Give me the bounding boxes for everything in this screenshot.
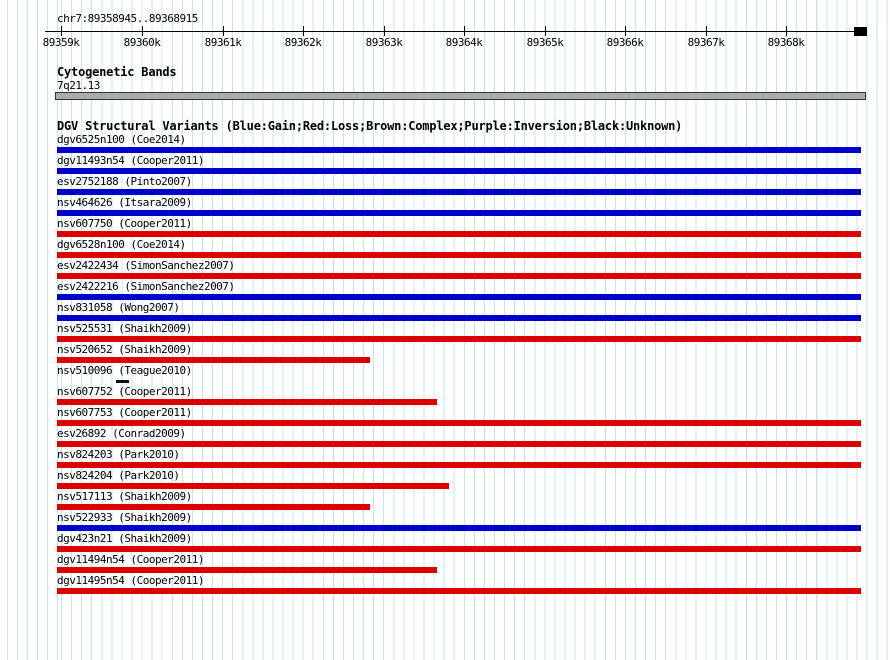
ruler-tick-label: 89366k	[606, 36, 644, 49]
ruler-tick	[384, 26, 385, 36]
variant-label[interactable]: nsv824204 (Park2010)	[57, 469, 180, 482]
variant-track-row: nsv525531 (Shaikh2009)	[0, 323, 890, 344]
variant-bar-loss[interactable]	[57, 357, 370, 363]
variant-label[interactable]: nsv831058 (Wong2007)	[57, 301, 180, 314]
variant-bar-gain[interactable]	[57, 525, 861, 531]
variant-track-row: nsv607753 (Cooper2011)	[0, 407, 890, 428]
ruler-tick-label: 89361k	[204, 36, 242, 49]
variant-bar-gain[interactable]	[57, 147, 861, 153]
variant-label[interactable]: nsv607750 (Cooper2011)	[57, 217, 192, 230]
variant-bar-loss[interactable]	[57, 462, 861, 468]
variant-label[interactable]: nsv824203 (Park2010)	[57, 448, 180, 461]
ruler-tick	[464, 26, 465, 36]
variant-track-row: nsv824204 (Park2010)	[0, 470, 890, 491]
ruler-tick-label: 89363k	[365, 36, 403, 49]
region-label: chr7:89358945..89368915	[57, 12, 198, 25]
variant-label[interactable]: esv2422434 (SimonSanchez2007)	[57, 259, 235, 272]
variant-bar-loss[interactable]	[57, 567, 437, 573]
variant-track-row: dgv11495n54 (Cooper2011)	[0, 575, 890, 596]
variant-track-row: nsv824203 (Park2010)	[0, 449, 890, 470]
ruler-tick-label: 89362k	[284, 36, 322, 49]
variant-label[interactable]: dgv423n21 (Shaikh2009)	[57, 532, 192, 545]
variant-label[interactable]: nsv517113 (Shaikh2009)	[57, 490, 192, 503]
ruler-tick	[223, 26, 224, 36]
ruler-tick-label: 89359k	[42, 36, 80, 49]
variant-bar-gain[interactable]	[57, 189, 861, 195]
variant-label[interactable]: nsv607752 (Cooper2011)	[57, 385, 192, 398]
variant-track-row: esv2752188 (Pinto2007)	[0, 176, 890, 197]
ruler-tick-label: 89364k	[445, 36, 483, 49]
variant-label[interactable]: esv2752188 (Pinto2007)	[57, 175, 192, 188]
ruler-tick	[786, 26, 787, 36]
ruler-tick	[706, 26, 707, 36]
variant-bar-gain[interactable]	[57, 168, 861, 174]
variant-track-row: nsv517113 (Shaikh2009)	[0, 491, 890, 512]
cytoband-bar[interactable]	[55, 92, 866, 100]
variant-bar-gain[interactable]	[57, 210, 861, 216]
variant-label[interactable]: dgv11495n54 (Cooper2011)	[57, 574, 204, 587]
variant-bar-loss[interactable]	[57, 399, 437, 405]
variant-bar-loss[interactable]	[57, 504, 370, 510]
variant-track-row: nsv464626 (Itsara2009)	[0, 197, 890, 218]
dgv-track-title: DGV Structural Variants (Blue:Gain;Red:L…	[57, 119, 683, 133]
variant-bar-gain[interactable]	[57, 294, 861, 300]
ruler-tick	[545, 26, 546, 36]
variant-track-row: esv2422434 (SimonSanchez2007)	[0, 260, 890, 281]
variant-label[interactable]: dgv11494n54 (Cooper2011)	[57, 553, 204, 566]
variant-label[interactable]: nsv464626 (Itsara2009)	[57, 196, 192, 209]
ruler-tick	[303, 26, 304, 36]
variant-bar-loss[interactable]	[57, 546, 861, 552]
ruler-end-marker	[854, 27, 867, 36]
variant-bar-loss[interactable]	[57, 273, 861, 279]
ruler-tick-label: 89368k	[767, 36, 805, 49]
variant-track-row: nsv607752 (Cooper2011)	[0, 386, 890, 407]
variant-track-row: nsv520652 (Shaikh2009)	[0, 344, 890, 365]
variant-label[interactable]: nsv510096 (Teague2010)	[57, 364, 192, 377]
ruler-line	[45, 31, 866, 32]
variant-bar-loss[interactable]	[57, 420, 861, 426]
variant-label[interactable]: esv26892 (Conrad2009)	[57, 427, 186, 440]
variant-label[interactable]: nsv522933 (Shaikh2009)	[57, 511, 192, 524]
variant-track-row: nsv522933 (Shaikh2009)	[0, 512, 890, 533]
ruler-tick	[625, 26, 626, 36]
cytoband-track-title: Cytogenetic Bands	[57, 65, 177, 79]
variant-track-row: esv26892 (Conrad2009)	[0, 428, 890, 449]
ruler-tick-label: 89360k	[123, 36, 161, 49]
ruler-tick-label: 89367k	[687, 36, 725, 49]
variant-label[interactable]: dgv11493n54 (Cooper2011)	[57, 154, 204, 167]
variant-bar-loss[interactable]	[57, 336, 861, 342]
variant-bar-loss[interactable]	[57, 588, 861, 594]
variant-track-row: dgv11493n54 (Cooper2011)	[0, 155, 890, 176]
variant-label[interactable]: esv2422216 (SimonSanchez2007)	[57, 280, 235, 293]
variant-track-row: dgv6525n100 (Coe2014)	[0, 134, 890, 155]
variant-bar-loss[interactable]	[57, 231, 861, 237]
cytoband-label: 7q21.13	[57, 79, 100, 92]
variant-track-row: esv2422216 (SimonSanchez2007)	[0, 281, 890, 302]
variant-track-row: nsv607750 (Cooper2011)	[0, 218, 890, 239]
variant-track-row: dgv11494n54 (Cooper2011)	[0, 554, 890, 575]
variant-bar-loss[interactable]	[57, 483, 449, 489]
variant-bar-loss[interactable]	[57, 441, 861, 447]
variant-label[interactable]: dgv6528n100 (Coe2014)	[57, 238, 186, 251]
variant-track-row: nsv831058 (Wong2007)	[0, 302, 890, 323]
variant-bar-unknown[interactable]	[116, 380, 129, 383]
variant-label[interactable]: dgv6525n100 (Coe2014)	[57, 133, 186, 146]
variant-label[interactable]: nsv520652 (Shaikh2009)	[57, 343, 192, 356]
variant-track-row: nsv510096 (Teague2010)	[0, 365, 890, 386]
variant-track-row: dgv6528n100 (Coe2014)	[0, 239, 890, 260]
ruler-tick	[61, 26, 62, 36]
variant-track-row: dgv423n21 (Shaikh2009)	[0, 533, 890, 554]
variant-label[interactable]: nsv525531 (Shaikh2009)	[57, 322, 192, 335]
variant-bar-gain[interactable]	[57, 315, 861, 321]
variant-bar-loss[interactable]	[57, 252, 861, 258]
ruler-tick-label: 89365k	[526, 36, 564, 49]
ruler-tick	[142, 26, 143, 36]
variant-label[interactable]: nsv607753 (Cooper2011)	[57, 406, 192, 419]
